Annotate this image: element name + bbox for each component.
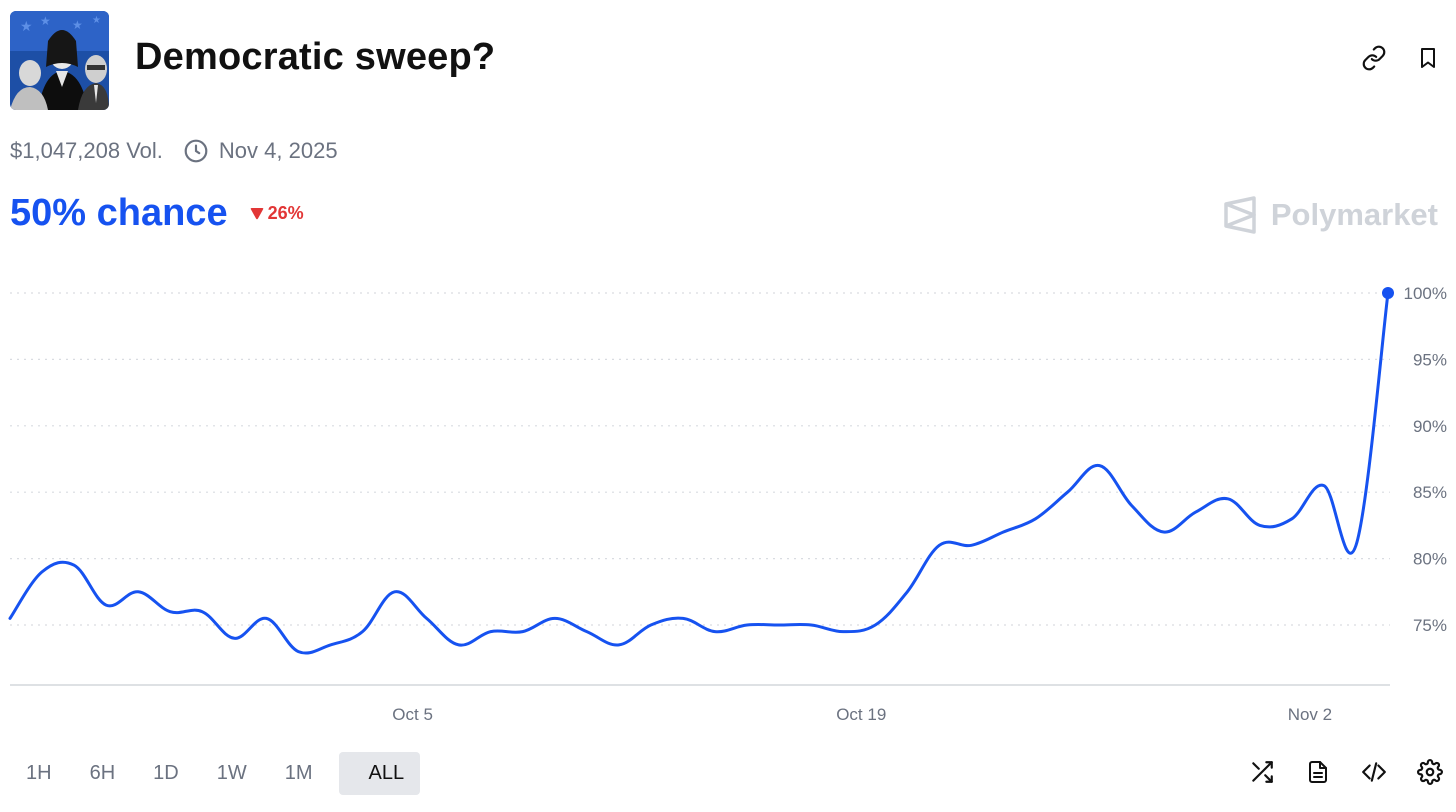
y-tick-label: 80% <box>1413 550 1447 569</box>
range-6h[interactable]: 6H <box>89 762 116 784</box>
time-range-selector: 1H 6H 1D 1W 1M ALL <box>14 752 434 795</box>
svg-text:★: ★ <box>20 19 33 35</box>
header-actions <box>1360 44 1442 72</box>
shuffle-icon[interactable] <box>1248 758 1276 786</box>
end-date: Nov 4, 2025 <box>218 138 338 163</box>
range-1h[interactable]: 1H <box>26 762 52 784</box>
market-title: Democratic sweep? <box>135 36 496 78</box>
price-chart: 100% 95% 90% 85% 80% 75% Oct 5 Oct 19 Nov 2 <box>8 284 1447 724</box>
x-tick-label: Oct 19 <box>836 705 886 724</box>
link-icon[interactable] <box>1360 44 1388 72</box>
range-1m[interactable]: 1M <box>284 762 313 784</box>
polymarket-icon <box>1224 196 1256 234</box>
chart-tools <box>1248 758 1444 786</box>
market-thumbnail: ★ ★ ★ ★ <box>10 11 109 110</box>
change-value: 26% <box>267 203 304 223</box>
chance-row: 50% chance 26% <box>10 192 304 235</box>
x-tick-label: Nov 2 <box>1288 705 1332 724</box>
y-tick-label: 75% <box>1413 616 1447 635</box>
volume-text: $1,047,208 Vol. <box>10 138 163 163</box>
change-badge: 26% <box>250 203 304 224</box>
y-tick-label: 95% <box>1413 350 1447 369</box>
chance-value: 50% chance <box>10 192 228 234</box>
polymarket-logo: Polymarket <box>1223 196 1438 234</box>
market-meta: $1,047,208 Vol. Nov 4, 2025 <box>10 138 338 164</box>
range-all[interactable]: ALL <box>338 752 421 795</box>
svg-text:★: ★ <box>40 14 51 28</box>
latest-point <box>1382 287 1394 299</box>
code-icon[interactable] <box>1360 758 1388 786</box>
svg-text:★: ★ <box>92 15 101 26</box>
svg-text:★: ★ <box>72 18 83 32</box>
down-triangle-icon <box>250 207 263 219</box>
range-1w[interactable]: 1W <box>216 762 247 784</box>
bookmark-icon[interactable] <box>1414 44 1442 72</box>
y-tick-label: 90% <box>1413 417 1447 436</box>
y-tick-label: 100% <box>1404 284 1447 303</box>
y-tick-label: 85% <box>1413 483 1447 502</box>
probability-line <box>8 291 1390 655</box>
x-tick-label: Oct 5 <box>392 705 433 724</box>
settings-icon[interactable] <box>1416 758 1444 786</box>
document-icon[interactable] <box>1304 758 1332 786</box>
range-1d[interactable]: 1D <box>153 762 179 784</box>
brand-name: Polymarket <box>1270 197 1438 232</box>
clock-icon <box>183 138 209 164</box>
